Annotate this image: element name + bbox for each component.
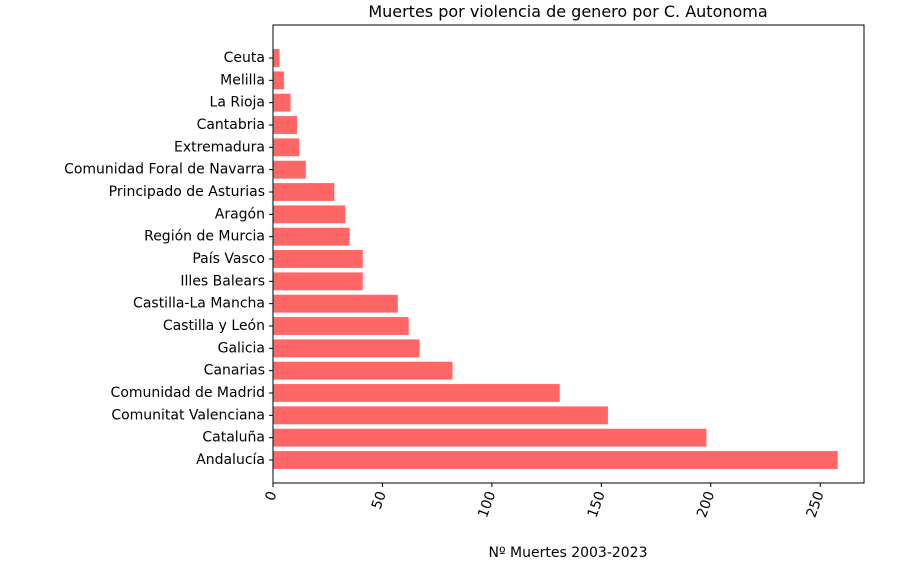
y-tick-label: Principado de Asturias [109, 184, 265, 200]
y-tick-label: Castilla y León [163, 318, 265, 334]
y-tick-label: País Vasco [192, 251, 265, 267]
y-tick-label: Cantabria [197, 117, 265, 133]
y-tick-label: Extremadura [174, 139, 265, 155]
y-tick-label: Illes Balears [180, 273, 265, 289]
bar [273, 93, 291, 112]
bar [273, 160, 306, 179]
bar [273, 250, 363, 268]
bar [273, 227, 350, 246]
x-tick-label: 200 [694, 489, 718, 520]
bar [273, 183, 335, 201]
y-tick-label: La Rioja [210, 95, 265, 111]
y-tick-label: Comunitat Valenciana [111, 407, 265, 423]
x-axis-ticks: 0 50 100 150 200 250 [262, 483, 828, 520]
y-tick-label: Melilla [220, 72, 265, 88]
bar [273, 361, 453, 380]
x-tick-label: 0 [262, 489, 280, 503]
y-tick-label: Región de Murcia [144, 229, 265, 245]
y-tick-label: Ceuta [224, 50, 265, 66]
bars-group [273, 49, 838, 469]
y-tick-label: Cataluña [202, 430, 265, 446]
y-tick-label: Aragón [215, 206, 265, 222]
y-tick-label: Canarias [204, 363, 265, 379]
bar [273, 317, 409, 335]
y-tick-label: Andalucía [196, 452, 265, 468]
y-tick-label: Castilla-La Mancha [133, 296, 265, 312]
bar [273, 294, 398, 313]
bar [273, 71, 284, 90]
plot-frame [272, 24, 865, 484]
bar [273, 339, 420, 358]
bar [273, 205, 346, 224]
x-tick-label: 50 [369, 489, 390, 511]
y-axis-ticks: Andalucía Cataluña Comunitat Valenciana Com… [64, 50, 273, 468]
bar [273, 451, 838, 469]
y-tick-label: Comunidad Foral de Navarra [64, 162, 265, 178]
x-tick-label: 150 [585, 489, 609, 520]
x-tick-label: 250 [804, 489, 828, 520]
bar [273, 138, 300, 157]
x-axis-label: Nº Muertes 2003-2023 [489, 545, 648, 561]
bar [273, 272, 363, 291]
chart-title: Muertes por violencia de genero por C. A… [368, 2, 767, 21]
y-tick-label: Galicia [218, 340, 265, 356]
bar [273, 406, 608, 425]
y-tick-label: Comunidad de Madrid [111, 385, 265, 401]
bar [273, 116, 298, 134]
x-tick-label: 100 [475, 489, 499, 520]
bar [273, 428, 707, 447]
bar [273, 384, 560, 402]
bar [273, 49, 280, 67]
